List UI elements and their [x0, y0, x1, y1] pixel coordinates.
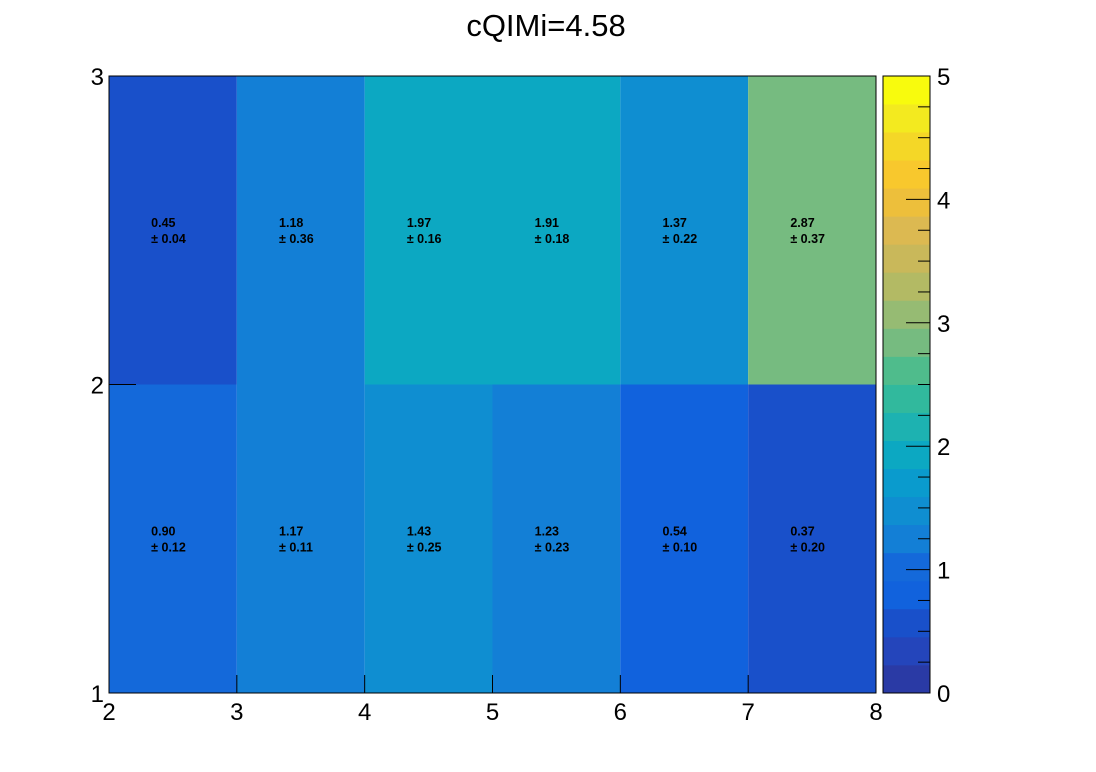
heatmap-cell [620, 384, 749, 693]
cell-labels: 0.90 ± 0.12 1.17 ± 0.11 1.43 ± 0.25 1.23 ± 0.23… [151, 216, 825, 555]
heatmap-cell [492, 384, 621, 693]
cell-value-label: 2.87 [790, 216, 814, 230]
color-scale-swatch [883, 300, 930, 329]
heatmap-cell [364, 76, 493, 385]
cell-value-label: 1.91 [535, 216, 559, 230]
heatmap-cell [236, 76, 365, 385]
cell-error-label: ± 0.36 [279, 232, 314, 246]
color-scale-swatch [883, 636, 930, 666]
color-scale-label: 3 [937, 311, 950, 338]
color-scale: 0 1 2 3 4 5 [882, 64, 950, 708]
x-tick-label: 6 [614, 699, 627, 726]
x-tick-label: 4 [358, 699, 371, 726]
color-scale-label: 1 [937, 558, 950, 585]
x-tick-label: 5 [486, 699, 499, 726]
cell-value-label: 0.90 [151, 524, 175, 538]
color-scale-swatch [883, 244, 930, 273]
y-tick-label: 2 [91, 373, 104, 400]
heatmap-cell [109, 76, 237, 385]
cell-value-label: 0.37 [790, 524, 814, 538]
cell-error-label: ± 0.20 [790, 540, 825, 554]
cell-error-label: ± 0.04 [151, 232, 186, 246]
heatmap-cell [236, 384, 365, 693]
x-tick-label: 3 [230, 699, 243, 726]
heatmap-cell [492, 76, 621, 385]
x-tick-label: 8 [869, 699, 882, 726]
color-scale-swatch [883, 356, 930, 385]
heatmap-cells [109, 76, 876, 693]
cell-error-label: ± 0.11 [279, 540, 313, 554]
color-scale-swatch [883, 412, 930, 441]
cell-value-label: 1.17 [279, 524, 303, 538]
y-tick-label: 3 [91, 64, 104, 91]
cell-error-label: ± 0.12 [151, 540, 186, 554]
color-scale-swatch [883, 272, 930, 301]
color-scale-swatch [883, 608, 930, 638]
color-scale-label: 5 [937, 64, 950, 91]
y-tick-label: 1 [91, 681, 104, 708]
cell-value-label: 1.23 [535, 524, 559, 538]
color-scale-swatch [883, 468, 930, 498]
chart-title: cQIMi=4.58 [466, 8, 625, 43]
heatmap-cell [109, 384, 237, 693]
cell-value-label: 1.43 [407, 524, 431, 538]
color-scale-label: 2 [937, 434, 950, 461]
color-scale-swatch [883, 496, 930, 526]
x-tick-label: 7 [741, 699, 754, 726]
color-scale-swatch [883, 188, 930, 217]
color-scale-swatch [883, 160, 930, 189]
color-scale-swatch [883, 384, 930, 413]
color-scale-swatch [883, 440, 930, 470]
color-scale-swatch [883, 328, 930, 357]
cell-error-label: ± 0.18 [535, 232, 570, 246]
cell-error-label: ± 0.25 [407, 540, 442, 554]
cell-error-label: ± 0.16 [407, 232, 442, 246]
heatmap-cell [748, 76, 876, 385]
cell-value-label: 1.18 [279, 216, 303, 230]
cell-error-label: ± 0.22 [663, 232, 698, 246]
color-scale-label: 0 [937, 681, 950, 708]
color-scale-swatch [883, 132, 930, 161]
x-tick-label: 2 [102, 699, 115, 726]
heatmap-cell [748, 384, 876, 693]
cell-value-label: 0.45 [151, 216, 175, 230]
color-scale-swatch [883, 580, 930, 610]
cell-value-label: 1.37 [663, 216, 687, 230]
cell-error-label: ± 0.37 [790, 232, 825, 246]
heatmap-cell [620, 76, 749, 385]
color-scale-swatch [883, 76, 930, 105]
cell-error-label: ± 0.23 [535, 540, 570, 554]
cell-value-label: 0.54 [663, 524, 687, 538]
cell-value-label: 1.97 [407, 216, 431, 230]
cell-error-label: ± 0.10 [663, 540, 698, 554]
color-scale-swatch [883, 664, 930, 694]
color-scale-label: 4 [937, 187, 950, 214]
color-scale-swatch [883, 552, 930, 582]
heatmap-cell [364, 384, 493, 693]
color-scale-swatch [883, 104, 930, 133]
